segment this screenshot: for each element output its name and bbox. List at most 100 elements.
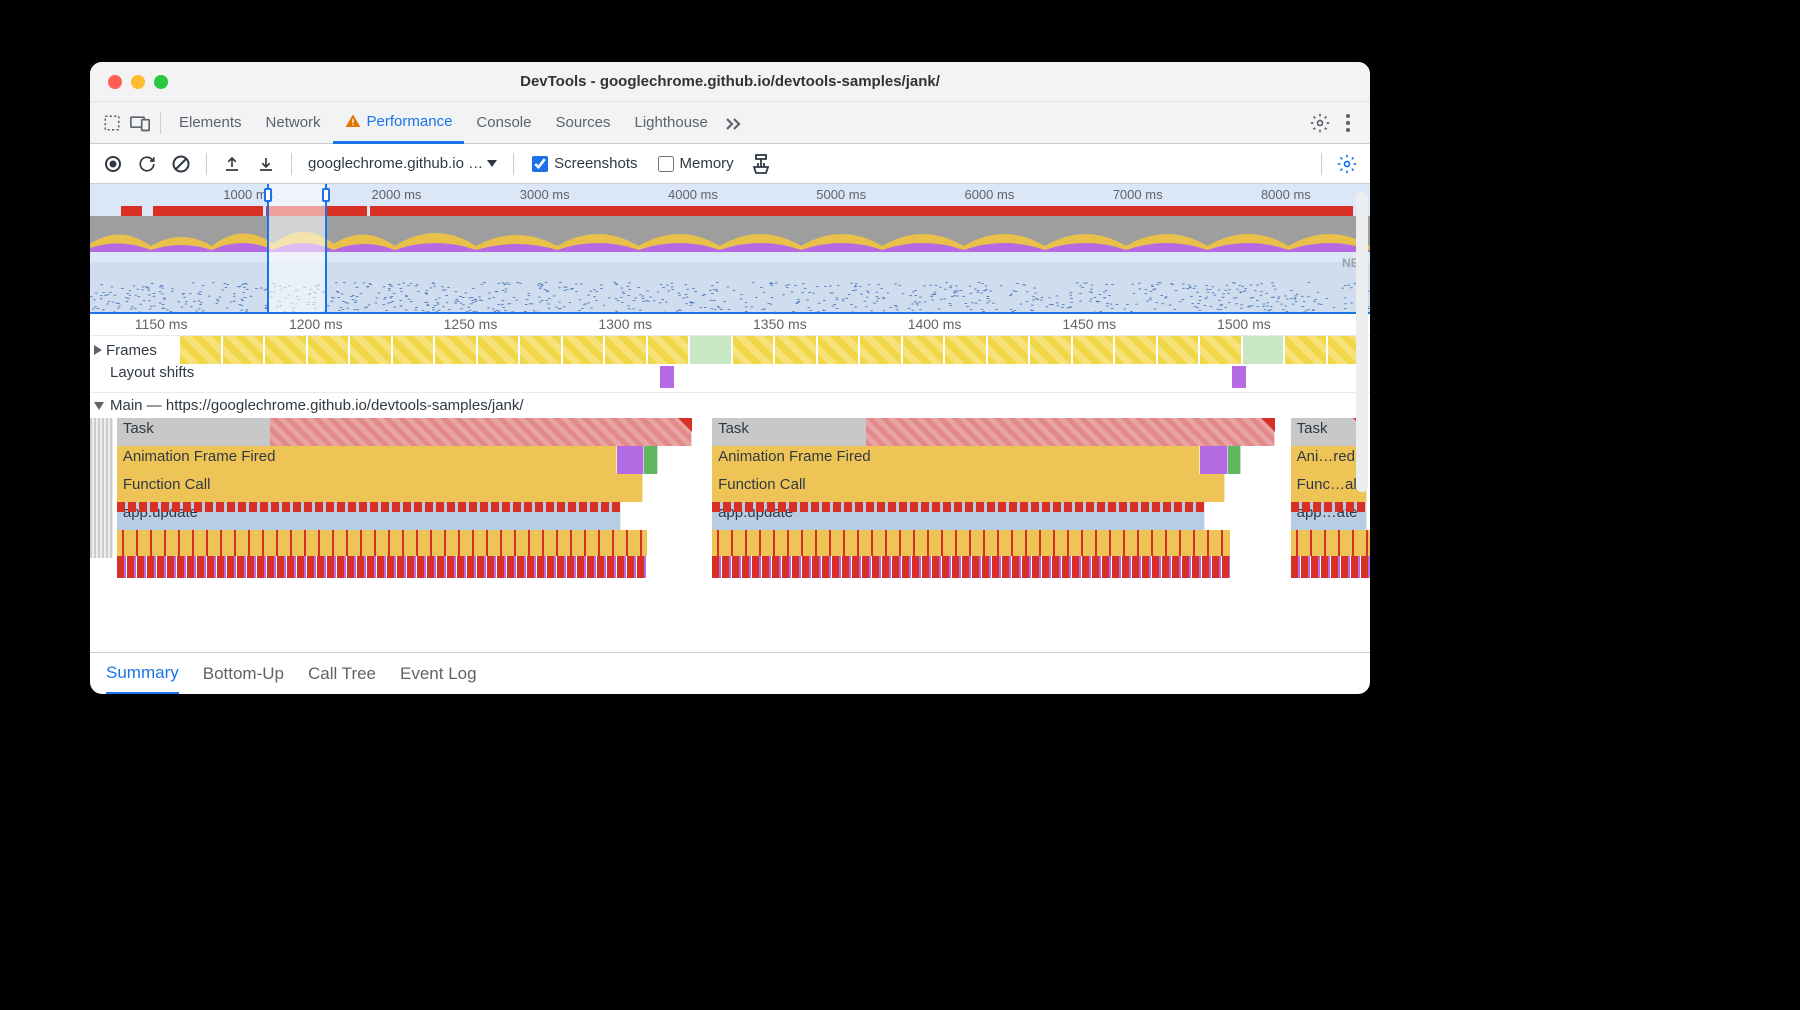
recording-selector[interactable]: googlechrome.github.io …	[302, 155, 503, 172]
flame-animation-frame[interactable]: Animation Frame Fired	[712, 446, 1200, 474]
overview-pane[interactable]: 1000 ms2000 ms3000 ms4000 ms5000 ms6000 …	[90, 184, 1370, 314]
frame-block[interactable]	[648, 336, 689, 364]
detail-tick: 1500 ms	[1217, 316, 1271, 332]
performance-toolbar: googlechrome.github.io … Screenshots Mem…	[90, 144, 1370, 184]
frame-block[interactable]	[478, 336, 519, 364]
flame-layout[interactable]	[617, 446, 644, 474]
frame-block[interactable]	[1243, 336, 1284, 364]
main-track-header[interactable]: Main — https://googlechrome.github.io/de…	[90, 392, 1370, 418]
frame-block[interactable]	[903, 336, 944, 364]
recording-selector-label: googlechrome.github.io …	[308, 155, 483, 172]
frame-block[interactable]	[393, 336, 434, 364]
tracks: Frames Layout shifts Main — https://goog…	[90, 336, 1370, 593]
settings-icon[interactable]	[1306, 109, 1334, 137]
frame-block[interactable]	[265, 336, 306, 364]
overview-long-task	[153, 206, 263, 216]
window-title: DevTools - googlechrome.github.io/devtoo…	[90, 73, 1370, 90]
reload-record-icon[interactable]	[132, 149, 162, 179]
frame-block[interactable]	[1158, 336, 1199, 364]
frame-block[interactable]	[988, 336, 1029, 364]
flame-sliver	[90, 418, 113, 558]
frame-block[interactable]	[818, 336, 859, 364]
flame-layout[interactable]	[1200, 446, 1228, 474]
tab-console[interactable]: Console	[464, 102, 543, 144]
tab-network[interactable]: Network	[254, 102, 333, 144]
frames-strip	[180, 336, 1370, 364]
detail-tick: 1450 ms	[1062, 316, 1116, 332]
flame-function-call[interactable]: Function Call	[712, 474, 1225, 502]
frame-block[interactable]	[1030, 336, 1071, 364]
tab-performance[interactable]: Performance	[333, 102, 465, 144]
divider	[160, 112, 161, 134]
overview-tick: 8000 ms	[1261, 187, 1311, 202]
bottom-tabs: Summary Bottom-Up Call Tree Event Log	[90, 652, 1370, 694]
kebab-menu-icon[interactable]	[1334, 109, 1362, 137]
titlebar: DevTools - googlechrome.github.io/devtoo…	[90, 62, 1370, 102]
device-toggle-icon[interactable]	[126, 109, 154, 137]
frame-block[interactable]	[223, 336, 264, 364]
frame-block[interactable]	[945, 336, 986, 364]
screenshots-checkbox-input[interactable]	[532, 156, 548, 172]
frame-block[interactable]	[775, 336, 816, 364]
bottom-tab-bottom-up[interactable]: Bottom-Up	[203, 653, 284, 695]
frame-block[interactable]	[1073, 336, 1114, 364]
download-icon[interactable]	[251, 149, 281, 179]
flame-animation-frame[interactable]: Animation Frame Fired	[117, 446, 617, 474]
frame-block[interactable]	[690, 336, 731, 364]
tab-sources[interactable]: Sources	[543, 102, 622, 144]
memory-checkbox[interactable]: Memory	[650, 155, 742, 172]
scrollbar[interactable]	[1356, 192, 1368, 492]
frame-block[interactable]	[563, 336, 604, 364]
record-icon[interactable]	[98, 149, 128, 179]
clear-icon[interactable]	[166, 149, 196, 179]
layout-shifts-track: Layout shifts	[90, 364, 1370, 392]
frame-block[interactable]	[860, 336, 901, 364]
screenshots-checkbox[interactable]: Screenshots	[524, 155, 645, 172]
layout-shift-marker[interactable]	[1232, 366, 1246, 388]
frame-block[interactable]	[350, 336, 391, 364]
overview-tick: 4000 ms	[668, 187, 718, 202]
overview-tick: 2000 ms	[372, 187, 422, 202]
overview-handle-right[interactable]	[322, 188, 330, 202]
overview-long-task	[370, 206, 1353, 216]
frame-block[interactable]	[1115, 336, 1156, 364]
flame-paint[interactable]	[1228, 446, 1241, 474]
collect-garbage-icon[interactable]	[746, 149, 776, 179]
collapse-icon[interactable]	[94, 402, 104, 410]
overview-window[interactable]	[267, 184, 327, 312]
frame-block[interactable]	[1285, 336, 1326, 364]
frame-block[interactable]	[180, 336, 221, 364]
bottom-tab-event-log[interactable]: Event Log	[400, 653, 477, 695]
flame-long-task	[866, 418, 1276, 446]
overview-tick: 5000 ms	[816, 187, 866, 202]
flame-function-call[interactable]: Function Call	[117, 474, 643, 502]
frame-block[interactable]	[308, 336, 349, 364]
detail-tick: 1350 ms	[753, 316, 807, 332]
overview-handle-left[interactable]	[264, 188, 272, 202]
expand-icon[interactable]	[94, 345, 102, 355]
frame-block[interactable]	[520, 336, 561, 364]
frame-block[interactable]	[435, 336, 476, 364]
capture-settings-icon[interactable]	[1332, 149, 1362, 179]
flame-chart[interactable]: TaskAnimation Frame FiredFunction Callap…	[90, 418, 1370, 593]
tab-elements[interactable]: Elements	[167, 102, 254, 144]
detail-tick: 1150 ms	[135, 316, 188, 332]
bottom-tab-call-tree[interactable]: Call Tree	[308, 653, 376, 695]
frames-track[interactable]: Frames	[90, 336, 1370, 364]
layout-shift-marker[interactable]	[660, 366, 674, 388]
flame-paint[interactable]	[644, 446, 658, 474]
inspect-icon[interactable]	[98, 109, 126, 137]
overview-tick: 7000 ms	[1113, 187, 1163, 202]
frame-block[interactable]	[1200, 336, 1241, 364]
memory-checkbox-input[interactable]	[658, 156, 674, 172]
frame-block[interactable]	[605, 336, 646, 364]
detail-tick: 1400 ms	[908, 316, 962, 332]
detail-tick: 1250 ms	[444, 316, 498, 332]
upload-icon[interactable]	[217, 149, 247, 179]
overview-tick: 3000 ms	[520, 187, 570, 202]
bottom-tab-summary[interactable]: Summary	[106, 653, 179, 694]
tab-lighthouse[interactable]: Lighthouse	[623, 102, 720, 144]
frame-block[interactable]	[733, 336, 774, 364]
detail-tick: 1300 ms	[598, 316, 652, 332]
more-tabs-icon[interactable]	[720, 109, 748, 137]
